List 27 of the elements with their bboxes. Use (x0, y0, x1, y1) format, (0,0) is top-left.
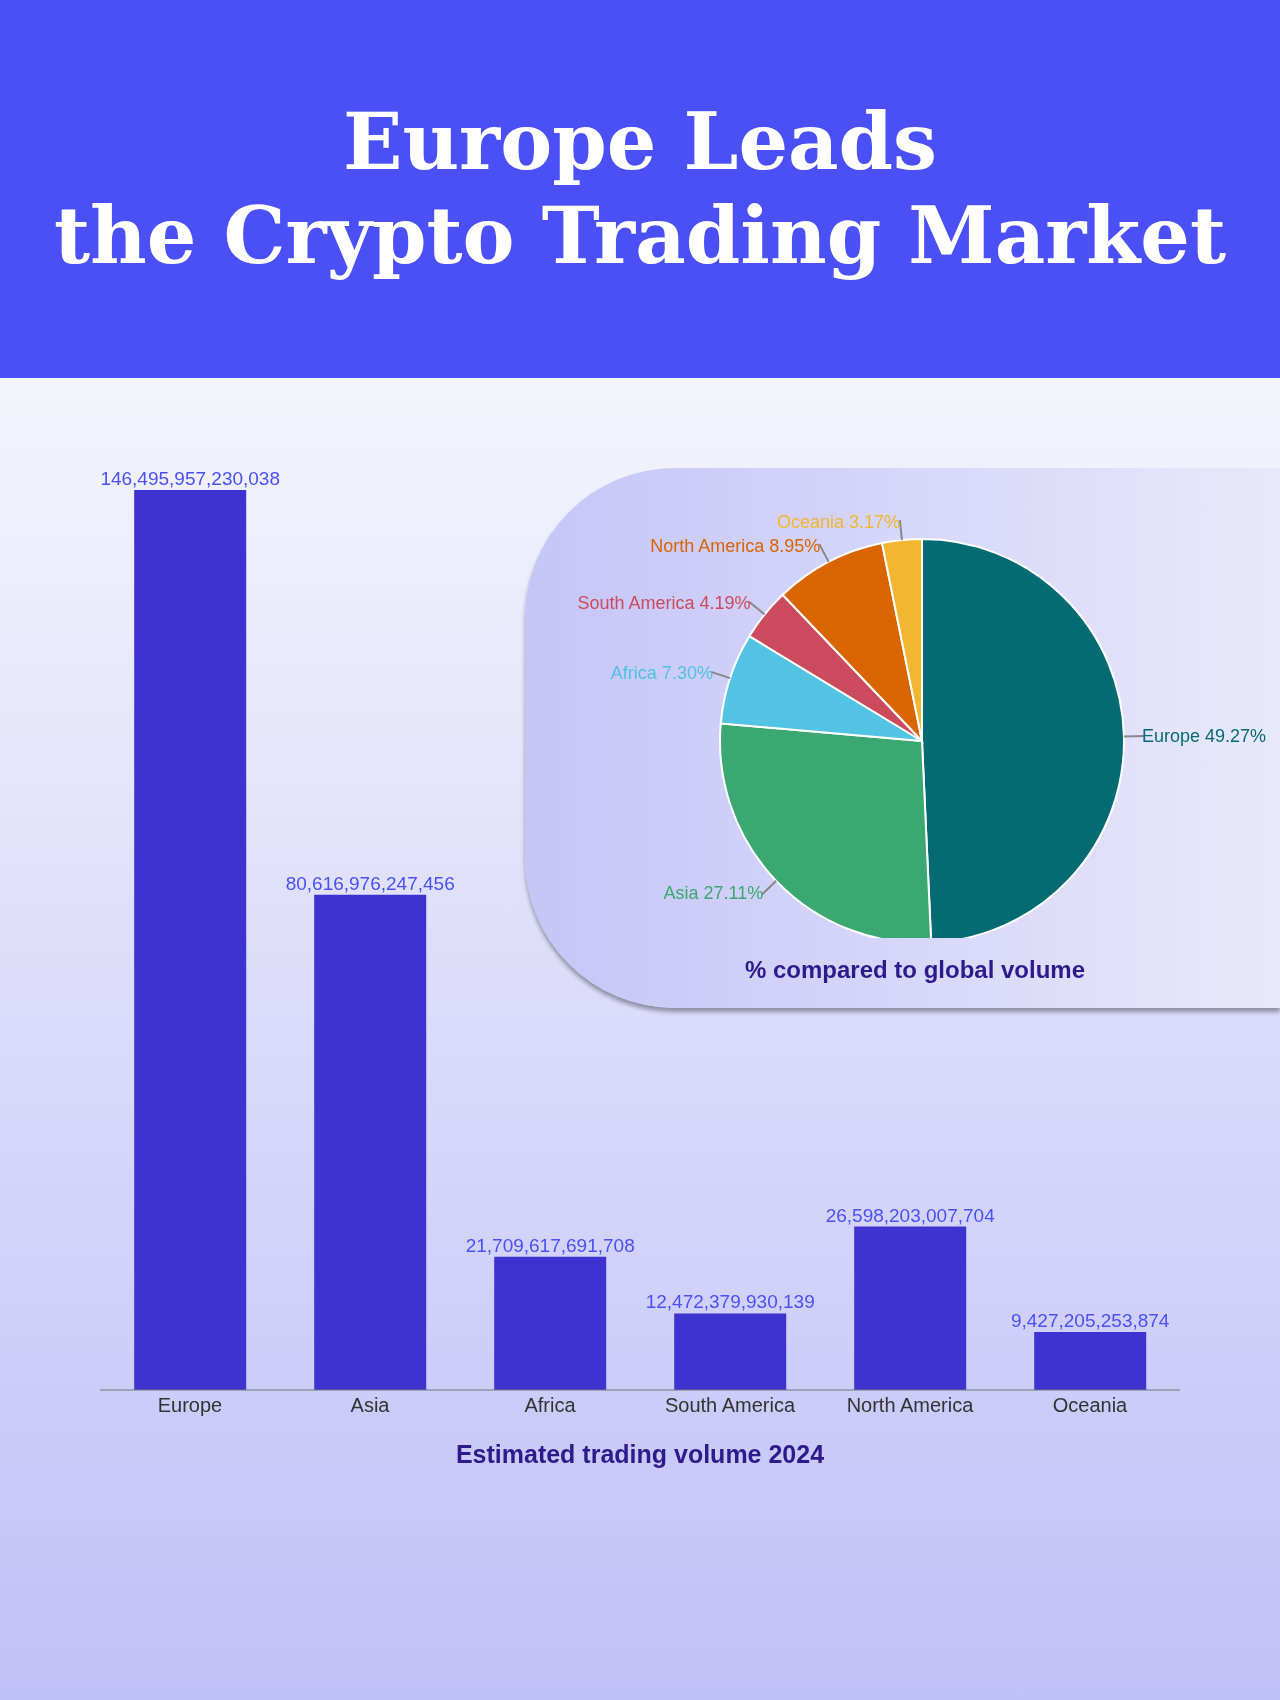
slice-label: Asia 27.11% (663, 883, 764, 904)
slice-label: North America 8.95% (650, 535, 821, 556)
x-tick-label: Europe (157, 1394, 223, 1417)
x-tick-label: South America (664, 1394, 796, 1417)
bar (134, 490, 247, 1390)
bar (314, 894, 427, 1390)
bar (674, 1313, 787, 1390)
data-label: 146,495,957,230,038 (100, 468, 281, 489)
x-tick-label: Asia (350, 1394, 391, 1417)
bar (494, 1256, 607, 1390)
bar (1034, 1332, 1147, 1390)
data-label: 80,616,976,247,456 (285, 872, 455, 894)
slice-label: Oceania 3.17% (777, 512, 901, 533)
chart-title: Europe Leads the Crypto Trading Market (53, 95, 1227, 283)
x-tick-label: Oceania (1052, 1394, 1129, 1417)
x-tick-label: Africa (524, 1394, 577, 1417)
x-tick-label: North America (846, 1394, 975, 1417)
data-label: 9,427,205,253,874 (1010, 1310, 1170, 1332)
data-label: 12,472,379,930,139 (645, 1291, 815, 1313)
text: % compared to global volume (743, 956, 1087, 984)
slice-label: Europe 49.27% (1141, 725, 1267, 746)
x-axis-title: Estimated trading volume 2024 (454, 1440, 826, 1469)
data-label: 21,709,617,691,708 (465, 1234, 635, 1256)
slice-label: South America 4.19% (577, 593, 751, 614)
data-label: 26,598,203,007,704 (825, 1204, 996, 1226)
bar (854, 1226, 967, 1390)
slice-label: Africa 7.30% (610, 662, 713, 683)
